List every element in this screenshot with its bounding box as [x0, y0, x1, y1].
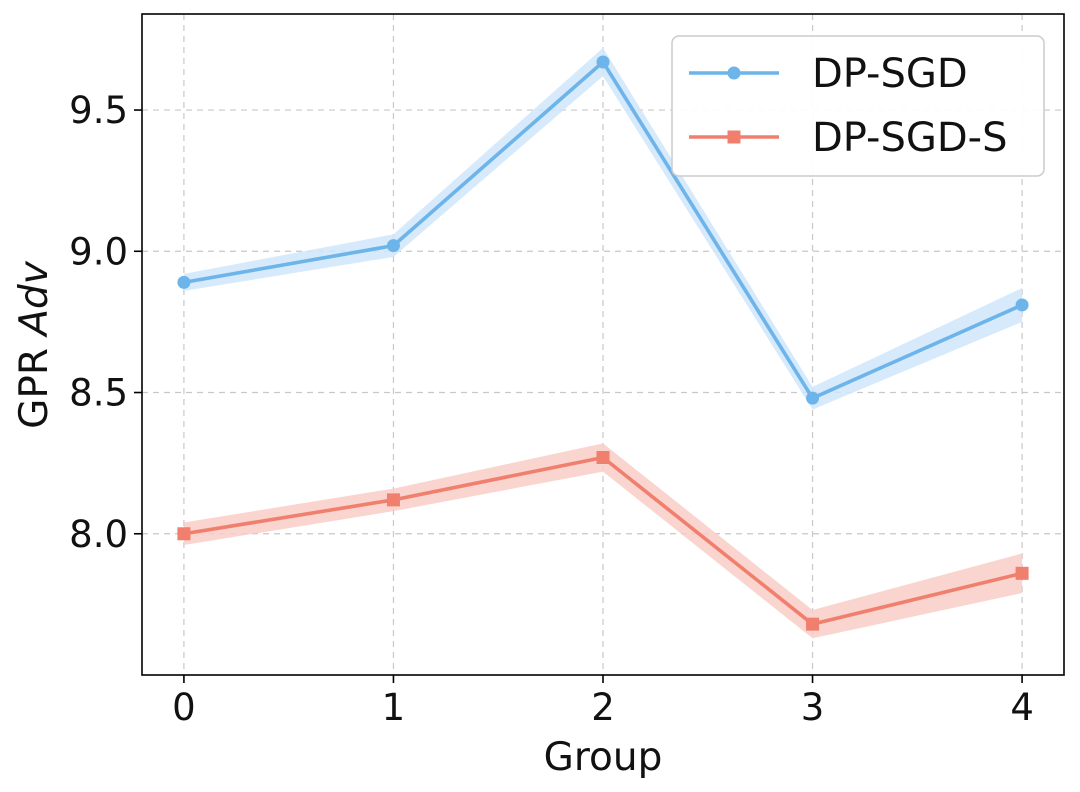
x-tick-label: 4 [1010, 686, 1034, 729]
y-axis-label-italic: Adv [12, 260, 57, 338]
dp-sgd-s-point [177, 527, 191, 541]
legend: DP-SGD DP-SGD-S [671, 35, 1045, 177]
series-markers [177, 55, 1029, 631]
dp-sgd-s-point [386, 493, 400, 507]
legend-dp-sgd-marker [727, 66, 741, 80]
dp-sgd-point [177, 275, 191, 289]
y-tick-label: 9.5 [69, 89, 128, 132]
x-tick-label: 3 [801, 686, 825, 729]
confidence-bands [183, 47, 1023, 639]
dp-sgd-s-band [183, 443, 1023, 639]
x-tick-label: 1 [382, 686, 406, 729]
x-tick-label: 2 [591, 686, 615, 729]
axis-ticks: 0 1 2 3 4 8.0 8.5 9.0 9.5 [69, 89, 1034, 729]
dp-sgd-s-point [806, 617, 820, 631]
legend-box [671, 35, 1045, 177]
y-axis-label: GPR Adv [12, 260, 57, 429]
legend-dp-sgd-label: DP-SGD [812, 51, 968, 97]
dp-sgd-point [1015, 298, 1029, 312]
dp-sgd-s-point [1015, 566, 1029, 580]
y-tick-label: 8.5 [69, 372, 128, 415]
legend-dp-sgd-s-label: DP-SGD-S [812, 115, 1008, 161]
dp-sgd-point [596, 55, 610, 69]
x-axis-label: Group [544, 735, 663, 780]
x-tick-label: 0 [172, 686, 196, 729]
dp-sgd-point [386, 239, 400, 253]
legend-dp-sgd-s-marker [727, 130, 741, 144]
y-tick-label: 9.0 [69, 230, 128, 273]
dp-sgd-s-point [596, 450, 610, 464]
dp-sgd-point [806, 391, 820, 405]
y-tick-label: 8.0 [69, 513, 128, 556]
y-axis-label-main: GPR [12, 336, 57, 429]
